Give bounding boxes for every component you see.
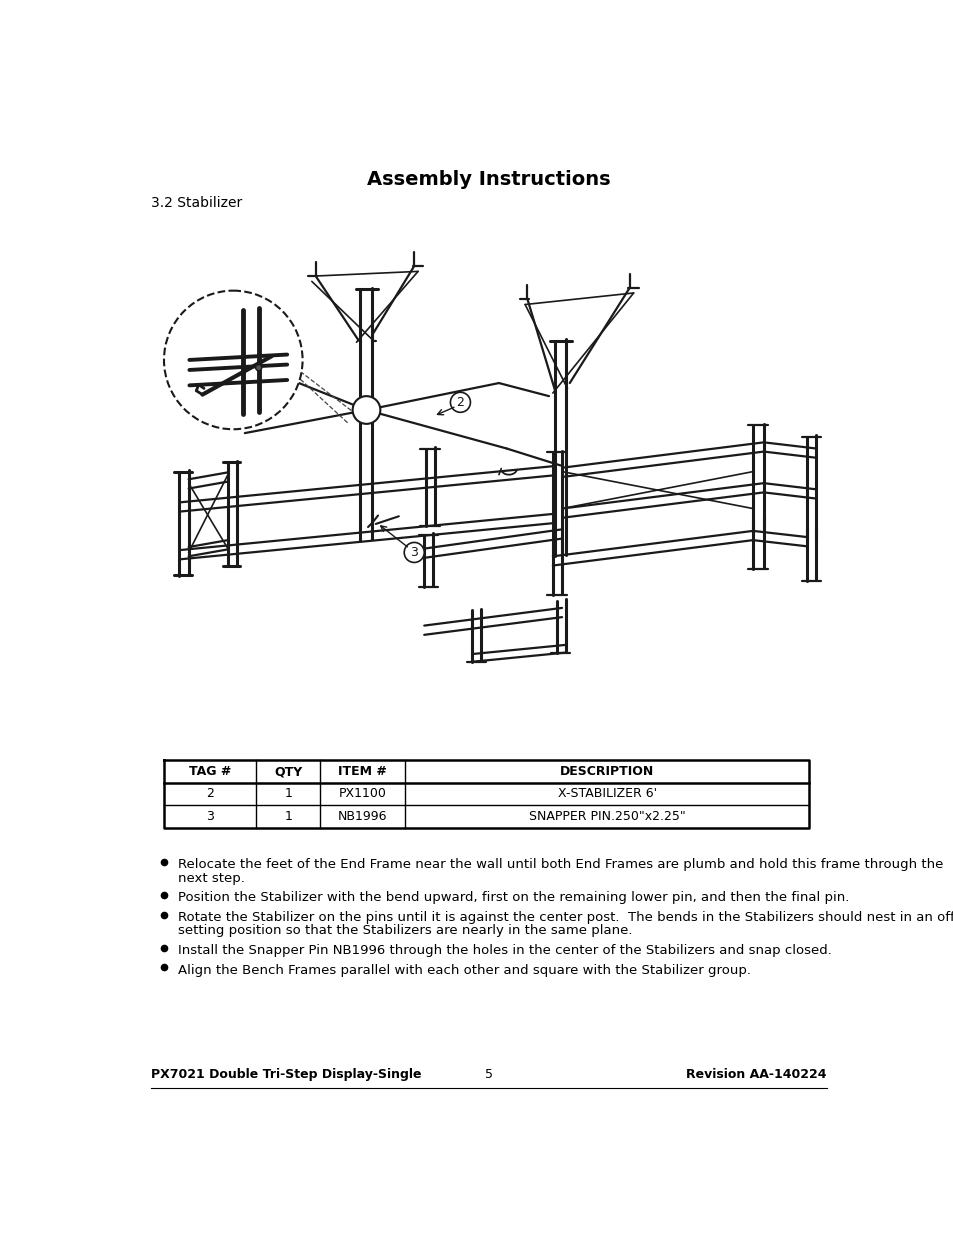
- Text: 1: 1: [284, 788, 292, 800]
- Text: Rotate the Stabilizer on the pins until it is against the center post.  The bend: Rotate the Stabilizer on the pins until …: [177, 911, 953, 924]
- Text: 3.2 Stabilizer: 3.2 Stabilizer: [151, 196, 242, 210]
- Text: 1: 1: [284, 810, 292, 823]
- Text: DESCRIPTION: DESCRIPTION: [559, 764, 654, 778]
- Text: 3: 3: [410, 546, 417, 559]
- Text: 2: 2: [456, 395, 464, 409]
- Text: PX7021 Double Tri-Step Display-Single: PX7021 Double Tri-Step Display-Single: [151, 1068, 421, 1082]
- Text: TAG #: TAG #: [189, 764, 232, 778]
- Circle shape: [255, 364, 261, 370]
- Text: SNAPPER PIN.250"x2.25": SNAPPER PIN.250"x2.25": [528, 810, 685, 823]
- Text: Align the Bench Frames parallel with each other and square with the Stabilizer g: Align the Bench Frames parallel with eac…: [177, 963, 750, 977]
- Text: PX1100: PX1100: [338, 788, 386, 800]
- Text: Position the Stabilizer with the bend upward, first on the remaining lower pin, : Position the Stabilizer with the bend up…: [177, 892, 848, 904]
- Text: QTY: QTY: [274, 764, 302, 778]
- Text: NB1996: NB1996: [337, 810, 387, 823]
- Text: ITEM #: ITEM #: [338, 764, 387, 778]
- Text: 5: 5: [484, 1068, 493, 1082]
- Text: Relocate the feet of the End Frame near the wall until both End Frames are plumb: Relocate the feet of the End Frame near …: [177, 858, 943, 871]
- Text: setting position so that the Stabilizers are nearly in the same plane.: setting position so that the Stabilizers…: [177, 924, 632, 937]
- Text: Revision AA-140224: Revision AA-140224: [686, 1068, 826, 1082]
- Text: 3: 3: [206, 810, 213, 823]
- Circle shape: [353, 396, 380, 424]
- Circle shape: [164, 290, 302, 430]
- Circle shape: [404, 542, 424, 562]
- Text: X-STABILIZER 6': X-STABILIZER 6': [557, 788, 656, 800]
- Text: next step.: next step.: [177, 872, 245, 884]
- Text: Assembly Instructions: Assembly Instructions: [367, 169, 610, 189]
- Circle shape: [450, 393, 470, 412]
- Text: 2: 2: [206, 788, 213, 800]
- Text: Install the Snapper Pin NB1996 through the holes in the center of the Stabilizer: Install the Snapper Pin NB1996 through t…: [177, 944, 831, 957]
